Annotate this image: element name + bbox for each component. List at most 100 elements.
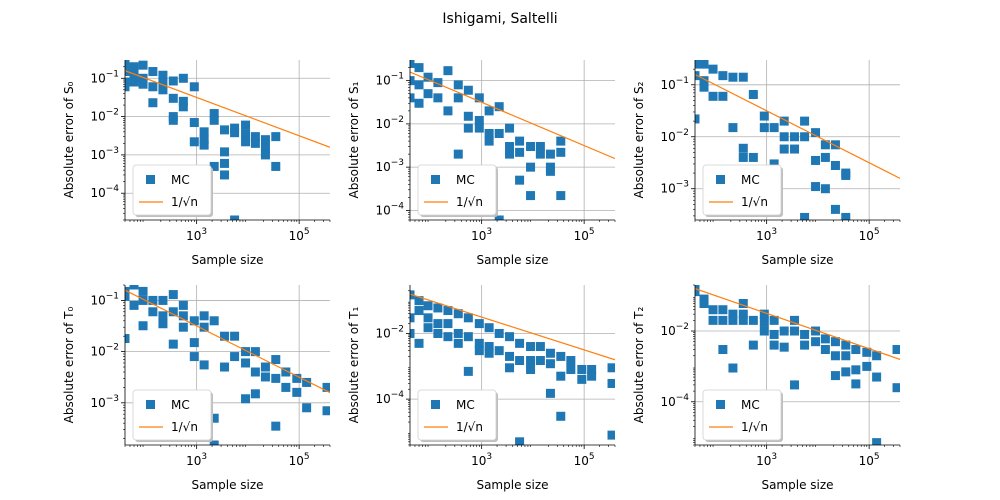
data-point: [494, 102, 504, 112]
data-point: [433, 328, 443, 338]
legend-entry-mc: MC: [741, 173, 760, 187]
data-point: [453, 149, 463, 159]
data-point: [545, 166, 555, 176]
data-point: [250, 389, 260, 399]
data-point: [292, 373, 302, 383]
data-point: [545, 359, 555, 369]
y-tick-label: 10−1: [90, 69, 119, 85]
data-point: [463, 313, 473, 323]
data-point: [748, 152, 758, 162]
data-point: [260, 135, 270, 145]
data-point: [851, 365, 861, 375]
data-point: [851, 379, 861, 389]
data-point: [830, 351, 840, 361]
data-point: [505, 332, 515, 342]
data-point: [566, 364, 576, 374]
y-axis-label: Absolute error of T₀: [62, 306, 76, 423]
plot-area: [125, 285, 330, 445]
data-point: [271, 161, 281, 171]
data-point: [841, 367, 851, 377]
data-point: [453, 338, 463, 348]
data-point: [209, 316, 219, 326]
data-point: [556, 136, 566, 146]
data-point: [820, 345, 830, 355]
data-point: [189, 137, 199, 147]
data-point: [148, 295, 158, 305]
data-point: [178, 300, 188, 310]
data-point: [841, 351, 851, 361]
y-axis-label: Absolute error of S₀: [62, 81, 76, 198]
data-point: [484, 136, 494, 146]
data-point: [189, 316, 199, 326]
data-point: [872, 351, 882, 361]
data-point: [271, 373, 281, 383]
data-point: [545, 388, 555, 398]
data-point: [199, 322, 209, 332]
data-point: [779, 342, 789, 352]
data-point: [830, 371, 840, 381]
data-point: [474, 319, 484, 329]
data-point: [769, 329, 779, 339]
data-point: [779, 132, 789, 142]
x-tick-label: 103: [186, 227, 207, 243]
y-tick-label: 10−2: [90, 343, 119, 359]
data-point: [811, 326, 821, 336]
data-point: [699, 298, 709, 308]
data-point: [230, 128, 240, 138]
data-point: [556, 411, 566, 421]
data-point: [423, 313, 433, 323]
data-point: [453, 80, 463, 90]
data-point: [168, 115, 178, 125]
subplot-1: 103 105 10−4 10−3 10−2 10−1 Sample size Absolut…: [62, 60, 331, 267]
data-point: [260, 362, 270, 372]
data-point: [494, 128, 504, 138]
data-point: [443, 306, 453, 316]
data-point: [209, 115, 219, 125]
y-axis-label: Absolute error of S₁: [347, 81, 361, 198]
data-point: [168, 290, 178, 300]
data-point: [820, 184, 830, 194]
x-tick-label: 105: [574, 227, 595, 243]
y-axis-label: Absolute error of T₂: [632, 306, 646, 423]
data-point: [718, 315, 728, 325]
data-point: [158, 77, 168, 87]
data-point: [535, 356, 545, 366]
data-point: [463, 85, 473, 95]
data-point: [125, 334, 130, 344]
data-point: [556, 147, 566, 157]
data-point: [779, 326, 789, 336]
data-point: [800, 329, 810, 339]
data-point: [526, 191, 536, 201]
x-tick-label: 105: [574, 452, 595, 468]
data-point: [463, 366, 473, 376]
data-point: [433, 319, 443, 329]
data-point: [738, 152, 748, 162]
reference-line: [125, 70, 330, 148]
x-tick-label: 105: [859, 452, 880, 468]
data-point: [790, 380, 800, 390]
data-point: [178, 311, 188, 321]
data-point: [423, 89, 433, 99]
data-point: [484, 106, 494, 116]
data-point: [556, 191, 566, 201]
subplot-grid: 103 105 10−4 10−3 10−2 10−1 Sample size Absolut…: [62, 60, 901, 492]
legend-entry-mc: MC: [171, 398, 190, 412]
data-point: [800, 212, 810, 220]
plot-area: [695, 285, 900, 445]
plot-area: [410, 60, 615, 220]
data-point: [811, 155, 821, 165]
data-point: [148, 98, 158, 108]
legend-entry-ref: 1/√n: [171, 195, 198, 209]
x-tick-label: 105: [859, 227, 880, 243]
data-point: [220, 158, 230, 168]
data-point: [410, 93, 415, 103]
data-point: [769, 315, 779, 325]
data-point: [738, 143, 748, 153]
data-point: [841, 170, 851, 180]
data-point: [872, 438, 882, 445]
data-point: [138, 60, 148, 70]
data-point: [494, 215, 504, 220]
data-point: [474, 115, 484, 125]
data-point: [148, 82, 158, 92]
data-point: [699, 76, 709, 86]
